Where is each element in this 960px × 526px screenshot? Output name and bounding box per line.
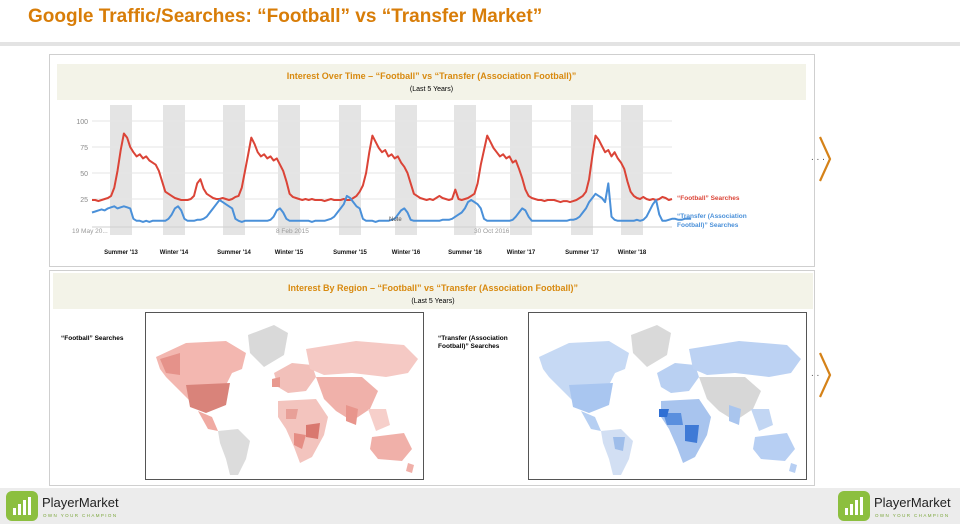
period-label: Summer '15 — [333, 250, 367, 256]
period-label: Winter '18 — [618, 250, 647, 256]
brand-name: PlayerMarket — [874, 495, 951, 510]
football-series-label: “Football” Searches — [677, 195, 740, 202]
football-region-map — [145, 312, 424, 480]
shaded-period-band — [223, 105, 245, 235]
transfer-region-map — [528, 312, 807, 480]
chart-note: Note — [389, 217, 402, 223]
transfer-series-line — [91, 182, 692, 223]
shaded-period-band — [339, 105, 361, 235]
brand-tagline: OWN YOUR CHAMPION — [875, 513, 950, 518]
interest-over-time-panel: Interest Over Time – “Football” vs “Tran… — [49, 54, 815, 267]
transfer-series-label: “Transfer (Association — [677, 213, 747, 220]
brand-logo-right: PlayerMarket OWN YOUR CHAMPION — [838, 491, 960, 521]
date-tick-label: 30 Oct 2016 — [474, 228, 510, 235]
chevron-right-icon[interactable] — [818, 352, 832, 398]
interest-over-time-header: Interest Over Time – “Football” vs “Tran… — [57, 64, 806, 100]
football-series-line — [92, 132, 673, 204]
football-map-label: “Football” Searches — [61, 335, 124, 342]
brand-logo-left: PlayerMarket OWN YOUR CHAMPION — [6, 491, 136, 521]
shaded-period-band — [510, 105, 532, 235]
interest-by-region-title: Interest By Region – “Football” vs “Tran… — [287, 283, 579, 293]
period-label: Summer '13 — [104, 250, 138, 256]
page-title: Google Traffic/Searches: “Football” vs “… — [28, 6, 543, 27]
date-tick-label: 19 May 20... — [72, 228, 108, 235]
football-world-map — [156, 325, 418, 475]
interest-over-time-title: Interest Over Time – “Football” vs “Tran… — [286, 71, 577, 81]
shaded-period-band — [454, 105, 476, 235]
shaded-period-band — [110, 105, 132, 235]
period-label: Summer '14 — [217, 250, 251, 256]
playermarket-logo-icon — [838, 491, 870, 521]
more-dots-bottom: . . — [811, 368, 820, 379]
y-tick-label: 100 — [76, 119, 88, 126]
period-label: Summer '16 — [448, 250, 482, 256]
y-tick-label: 75 — [80, 145, 88, 152]
date-tick-label: 8 Feb 2015 — [276, 228, 309, 235]
period-label: Winter '14 — [160, 250, 189, 256]
interest-over-time-subtitle: (Last 5 Years) — [409, 86, 454, 93]
playermarket-logo-icon — [6, 491, 38, 521]
interest-line-chart: 25 50 75 100 19 May 20... 8 Feb 2015 30 Oct 2… — [72, 105, 747, 256]
transfer-map-label: “Transfer (Association Football)” Search… — [438, 335, 508, 350]
shaded-period-band — [278, 105, 300, 235]
y-tick-label: 25 — [80, 197, 88, 204]
transfer-world-map — [539, 325, 801, 475]
interest-by-region-subtitle: (Last 5 Years) — [411, 298, 455, 305]
period-label: Summer '17 — [565, 250, 599, 256]
shaded-period-band — [571, 105, 593, 235]
more-dots-top: . . . — [811, 152, 825, 163]
chevron-right-icon[interactable] — [818, 136, 832, 182]
footer-bar: PlayerMarket OWN YOUR CHAMPION PlayerMar… — [0, 488, 960, 524]
brand-name: PlayerMarket — [42, 495, 119, 510]
interest-by-region-header: Interest By Region – “Football” vs “Tran… — [53, 273, 813, 309]
brand-tagline: OWN YOUR CHAMPION — [43, 513, 118, 518]
y-tick-label: 50 — [80, 171, 88, 178]
interest-by-region-panel: Interest By Region – “Football” vs “Tran… — [49, 270, 815, 486]
period-label: Winter '16 — [392, 250, 421, 256]
title-divider — [0, 42, 960, 46]
shaded-period-band — [621, 105, 643, 235]
period-label: Winter '15 — [275, 250, 304, 256]
shaded-period-band — [163, 105, 185, 235]
period-label: Winter '17 — [507, 250, 536, 256]
transfer-series-label: Football)” Searches — [677, 222, 739, 229]
